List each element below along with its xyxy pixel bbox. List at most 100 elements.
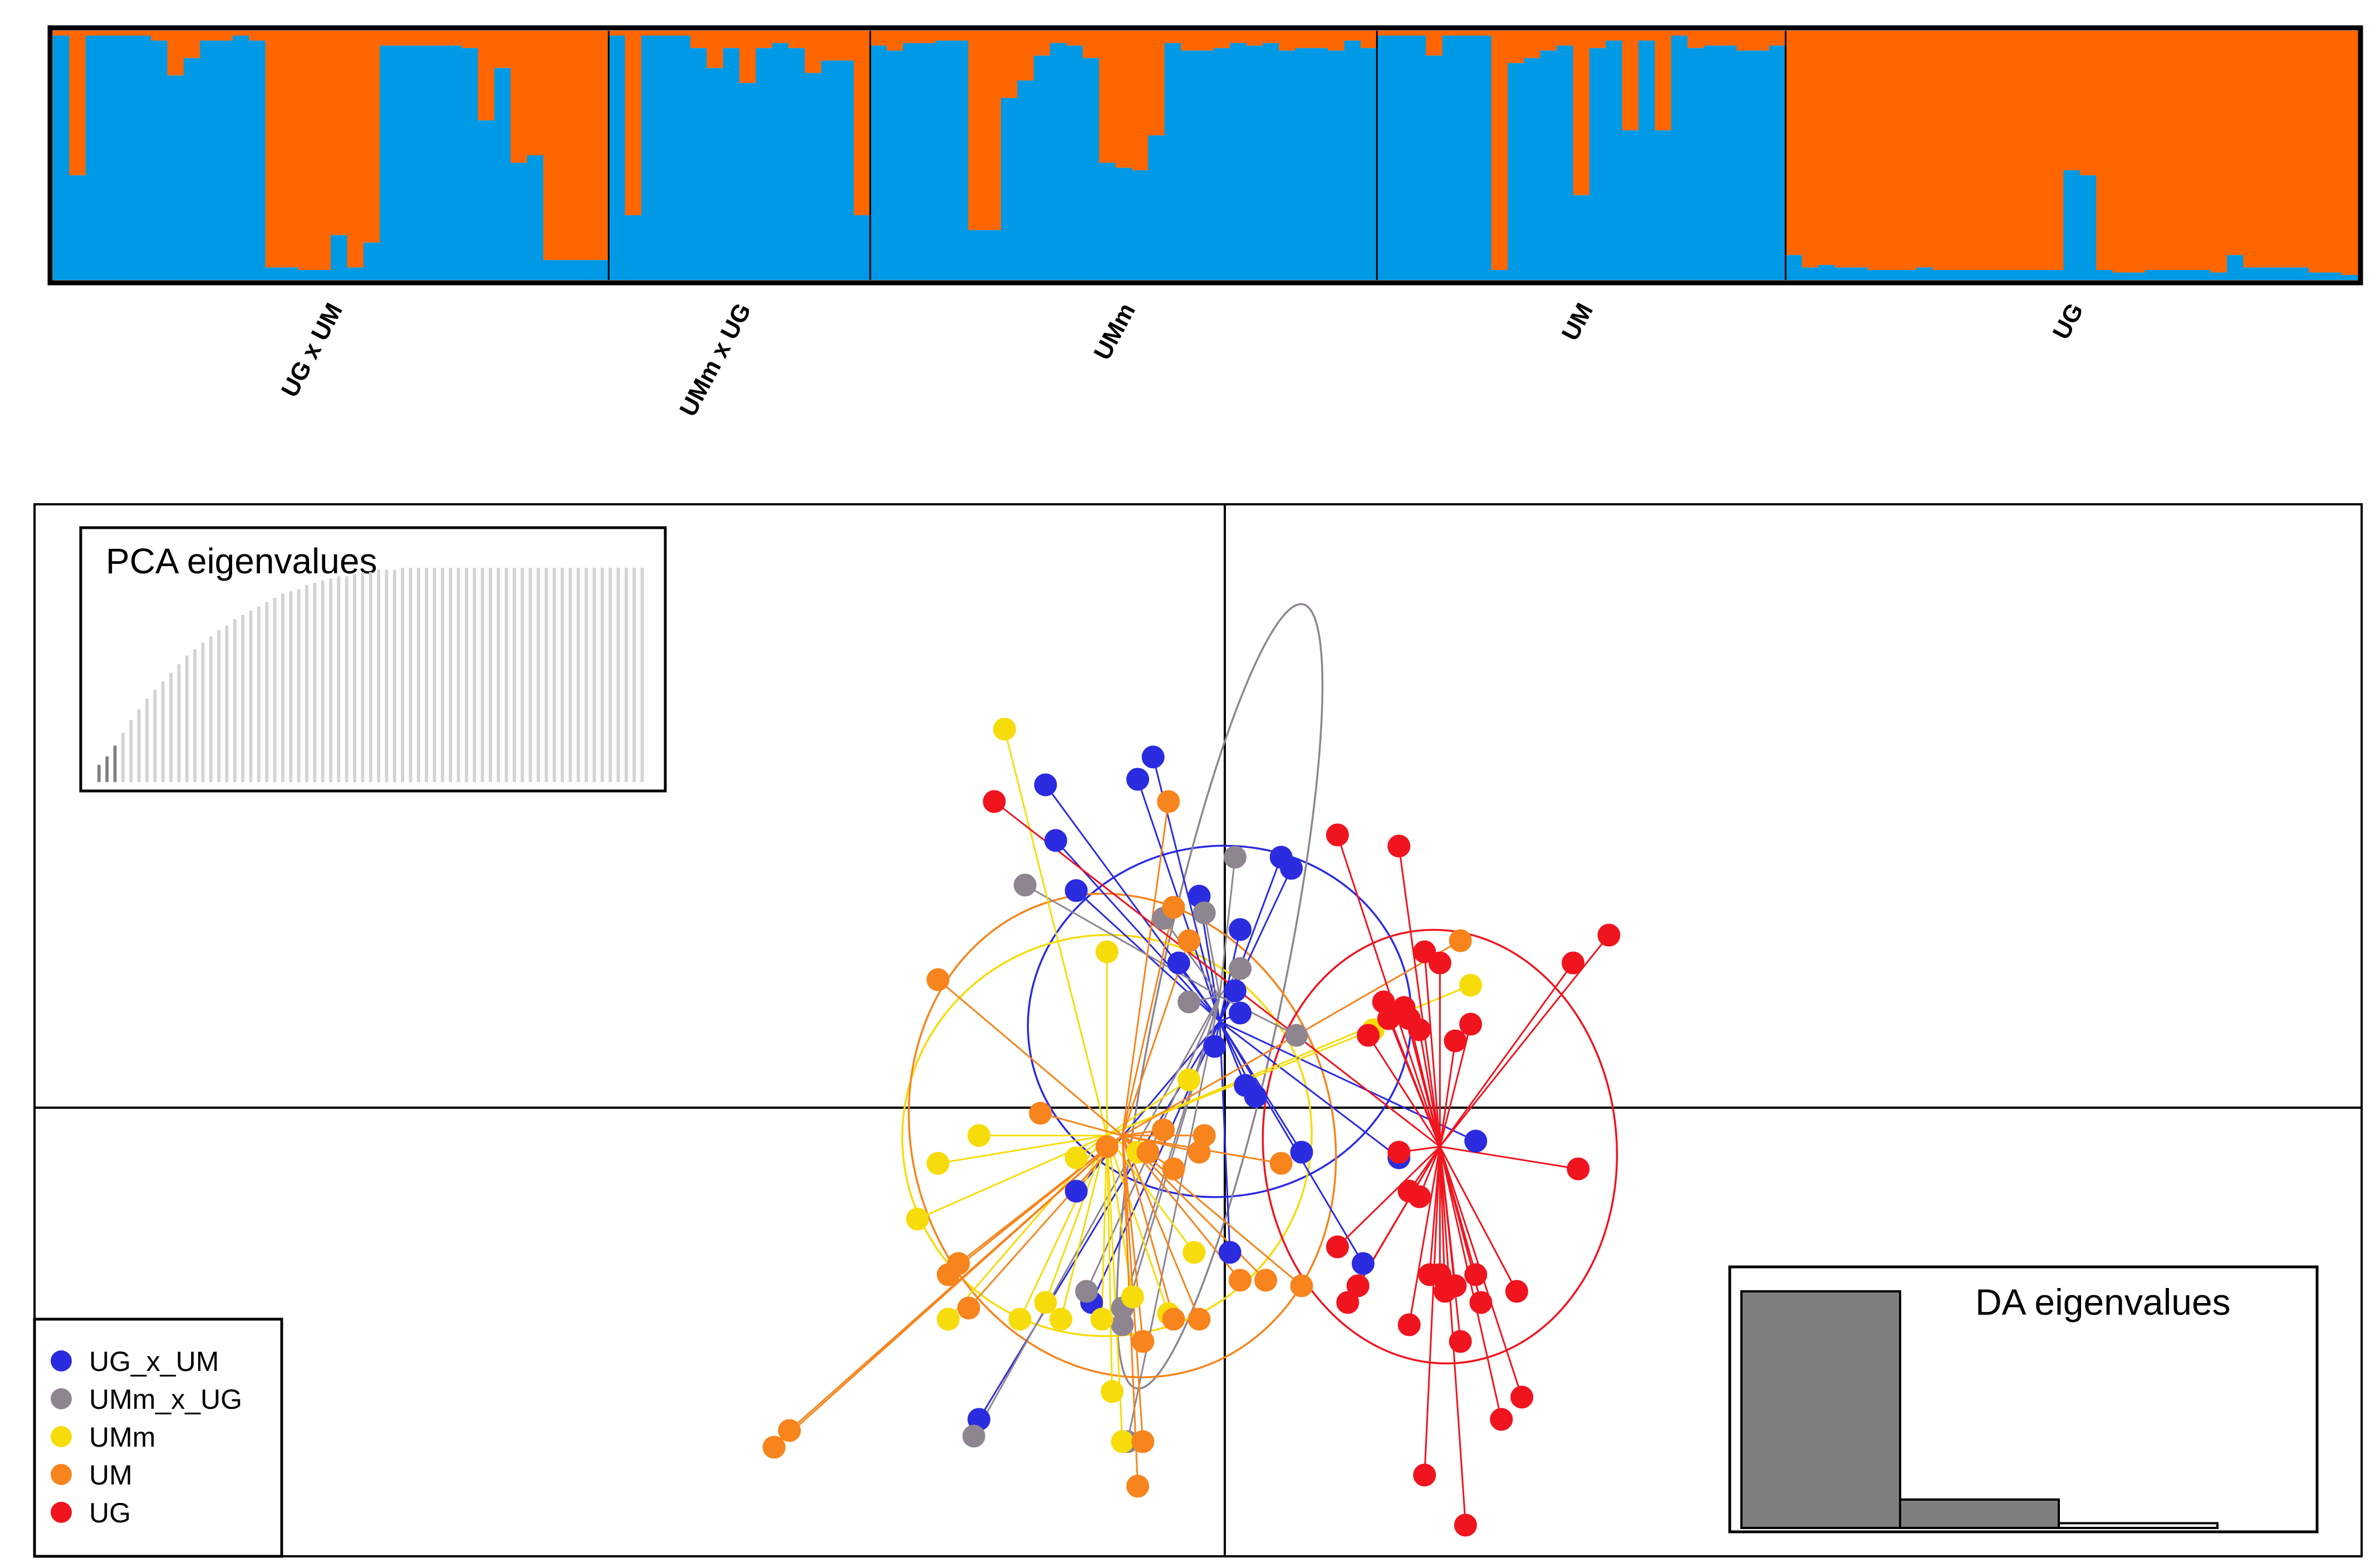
point-UG: [1397, 1313, 1421, 1336]
pca-eigenvalue-bar: [416, 568, 420, 782]
spoke-UM: [1040, 1112, 1123, 1137]
admixture-bar-orange: [69, 31, 86, 175]
admixture-bar-orange: [494, 31, 511, 68]
point-UMm_x_UG: [1285, 1024, 1308, 1047]
admixture-bar-blue: [1589, 48, 1606, 281]
admixture-bar-blue: [543, 260, 560, 280]
legend-label: UG: [89, 1497, 131, 1528]
admixture-bar-blue: [167, 75, 184, 280]
point-UM: [1029, 1102, 1052, 1125]
admixture-bar-blue: [2308, 272, 2325, 280]
admixture-bar-blue: [396, 45, 413, 280]
admixture-bar-blue: [216, 40, 233, 281]
pca-eigenvalue-bar: [640, 568, 644, 782]
spoke-UMm: [1106, 1135, 1113, 1392]
point-UM: [1131, 1430, 1155, 1453]
admixture-bar-blue: [2292, 267, 2309, 280]
admixture-bar-orange: [2210, 31, 2227, 273]
admixture-bar-blue: [609, 35, 626, 281]
admixture-bar-blue: [183, 58, 200, 280]
admixture-bar-orange: [216, 31, 233, 41]
admixture-bar-blue: [919, 43, 936, 281]
admixture-bar-blue: [1834, 267, 1852, 280]
admixture-bar-blue: [886, 50, 904, 280]
admixture-bar-orange: [1736, 31, 1754, 51]
admixture-bar-blue: [1295, 48, 1312, 281]
admixture-bar-orange: [1295, 31, 1312, 48]
point-UG: [1444, 1029, 1467, 1053]
spoke-UG: [1367, 1035, 1441, 1147]
admixture-bar-blue: [837, 60, 855, 280]
pca-eigenvalue-bar: [305, 584, 308, 782]
admixture-bar-orange: [1687, 31, 1705, 48]
point-UMm: [967, 1124, 990, 1147]
admixture-bar-orange: [1099, 31, 1116, 163]
admixture-bar-orange: [788, 31, 806, 48]
admixture-bar-blue: [1916, 267, 1934, 280]
pca-eigenvalue-bar: [105, 756, 109, 782]
admixture-bar-orange: [1131, 31, 1149, 170]
admixture-bar-blue: [2259, 267, 2276, 280]
admixture-bar-orange: [935, 31, 953, 41]
spoke-UMm_x_UG: [1203, 912, 1221, 997]
pca-eigenvalue-bar: [337, 576, 341, 782]
admixture-bar-orange: [445, 31, 462, 46]
point-UG: [1562, 951, 1585, 975]
admixture-bar-blue: [2178, 270, 2195, 280]
admixture-bar-blue: [331, 235, 348, 280]
point-UG: [1428, 951, 1451, 975]
admixture-bar-orange: [1115, 31, 1132, 168]
admixture-bar-blue: [1328, 50, 1345, 280]
spoke-UMm_x_UG: [1219, 857, 1236, 997]
admixture-bar-orange: [2259, 31, 2276, 268]
point-UG: [1326, 823, 1349, 847]
admixture-bar-blue: [1818, 265, 1836, 280]
da-eigenvalue-bars: [1740, 1290, 2219, 1529]
admixture-bar-blue: [1998, 270, 2015, 280]
point-UMm: [1034, 1291, 1057, 1314]
admixture-bar-orange: [968, 31, 985, 230]
ellipse-UG_x_UM: [1027, 844, 1412, 1198]
admixture-bar-orange: [2194, 31, 2211, 271]
admixture-bar-blue: [1410, 35, 1426, 281]
admixture-bar-blue: [1720, 45, 1737, 280]
admixture-bar-orange: [592, 31, 609, 260]
pca-eigenvalue-bar: [185, 655, 189, 782]
admixture-bar-blue: [298, 270, 315, 280]
pca-eigenvalue-bar: [504, 568, 508, 782]
spoke-UG: [1424, 951, 1441, 1147]
admixture-bar-orange: [265, 31, 282, 268]
admixture-bar-orange: [1393, 31, 1410, 36]
pca-eigenvalue-bar: [169, 672, 173, 782]
admixture-bar-blue: [494, 68, 511, 280]
admixture-bar-blue: [1197, 50, 1214, 280]
point-UG: [1464, 1263, 1488, 1286]
spoke-UG: [1439, 1146, 1461, 1342]
admixture-bar-orange: [837, 31, 855, 61]
spoke-UMm: [1003, 729, 1108, 1136]
admixture-bar-blue: [1540, 50, 1557, 280]
admixture-bar-blue: [2227, 255, 2244, 280]
spoke-UMm: [1106, 1135, 1195, 1253]
spoke-UMm: [1106, 1135, 1170, 1314]
pca-eigenvalue-bar: [113, 745, 117, 782]
admixture-bar-blue: [1802, 267, 1819, 280]
legend-label: UG_x_UM: [89, 1346, 219, 1377]
admixture-bar-orange: [429, 31, 446, 46]
pca-eigenvalue-bar: [225, 625, 229, 782]
spoke-UM: [1121, 801, 1170, 1136]
admixture-bar-blue: [1981, 270, 1999, 280]
spoke-UMm_x_UG: [1126, 996, 1221, 1442]
pca-eigenvalue-bar: [313, 582, 317, 782]
point-UMm: [1459, 974, 1483, 997]
da-eigenvalues-inset: DA eigenvalues: [1728, 1265, 2319, 1533]
admixture-bar-orange: [1344, 31, 1361, 41]
spoke-UM: [968, 1135, 1123, 1309]
point-UG_x_UM: [1167, 951, 1190, 975]
legend: UG_x_UM UMm_x_UG UMm UM UG: [33, 1318, 283, 1558]
group-dividers: [607, 31, 1787, 280]
point-UM: [1187, 1308, 1211, 1331]
pca-eigenvalue-bar: [201, 642, 205, 782]
point-UMm_x_UG: [1193, 901, 1216, 925]
spoke-UM: [937, 979, 1123, 1137]
